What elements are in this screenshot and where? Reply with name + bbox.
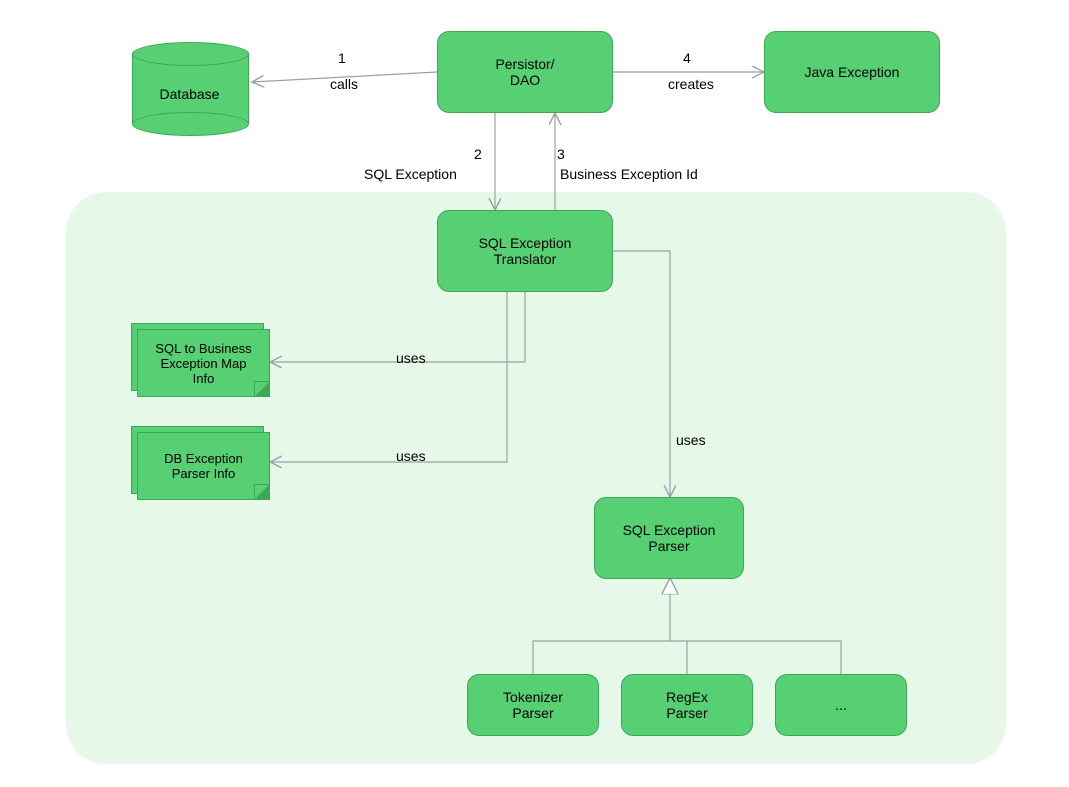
regex-parser-label: RegExParser	[666, 689, 708, 721]
edge-label: SQL Exception	[364, 166, 457, 182]
note-map-info: SQL to BusinessException MapInfo	[137, 329, 270, 397]
note-map-label: SQL to BusinessException MapInfo	[155, 341, 251, 386]
edge-label: uses	[676, 432, 706, 448]
ellipsis-node: ...	[775, 674, 907, 736]
persistor-dao-label: Persistor/DAO	[495, 56, 554, 88]
sql-translator-node: SQL ExceptionTranslator	[437, 210, 613, 292]
ellipsis-label: ...	[835, 697, 847, 713]
java-exception-label: Java Exception	[805, 64, 900, 80]
edge-number: 4	[683, 50, 691, 66]
edge-label: uses	[396, 448, 426, 464]
tokenizer-parser-node: TokenizerParser	[467, 674, 599, 736]
database-node: Database	[132, 42, 247, 134]
edge-label: calls	[330, 76, 358, 92]
sql-translator-label: SQL ExceptionTranslator	[479, 235, 572, 267]
note-parser-label: DB ExceptionParser Info	[164, 451, 243, 481]
java-exception-node: Java Exception	[764, 31, 940, 113]
edge-number: 2	[474, 146, 482, 162]
database-label: Database	[132, 86, 247, 102]
sql-parser-label: SQL ExceptionParser	[623, 522, 716, 554]
edge-label: Business Exception Id	[560, 166, 698, 182]
note-parser-info: DB ExceptionParser Info	[137, 432, 270, 500]
regex-parser-node: RegExParser	[621, 674, 753, 736]
edge-label: uses	[396, 350, 426, 366]
sql-parser-node: SQL ExceptionParser	[594, 497, 744, 579]
edge-label: creates	[668, 76, 714, 92]
edge-number: 1	[338, 50, 346, 66]
edge-number: 3	[557, 146, 565, 162]
tokenizer-parser-label: TokenizerParser	[503, 689, 563, 721]
persistor-dao-node: Persistor/DAO	[437, 31, 613, 113]
